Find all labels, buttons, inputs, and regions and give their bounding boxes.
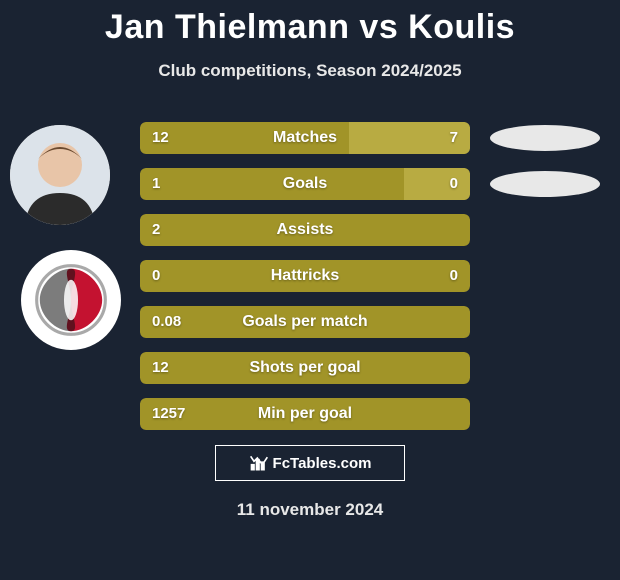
face (38, 143, 82, 187)
team-logo-icon (32, 261, 110, 339)
chart-icon (249, 453, 269, 473)
pills-column (490, 125, 600, 447)
brand-label: FcTables.com (273, 455, 372, 472)
stat-row: 00Hattricks (140, 260, 470, 292)
stat-row: 0.08Goals per match (140, 306, 470, 338)
comparison-pill (490, 125, 600, 151)
player1-avatar (10, 125, 110, 225)
stat-label: Assists (140, 214, 470, 246)
comparison-pill (490, 171, 600, 197)
stat-row: 10Goals (140, 168, 470, 200)
stat-label: Goals (140, 168, 470, 200)
stat-label: Matches (140, 122, 470, 154)
page-subtitle: Club competitions, Season 2024/2025 (0, 61, 620, 81)
avatars-column (10, 125, 121, 350)
stat-row: 2Assists (140, 214, 470, 246)
person-placeholder-icon (10, 125, 110, 225)
stat-row: 12Shots per goal (140, 352, 470, 384)
stats-column: 127Matches 10Goals 2Assists 00Hattricks 0.08… (140, 122, 470, 444)
stat-label: Goals per match (140, 306, 470, 338)
stat-label: Min per goal (140, 398, 470, 430)
brand-box[interactable]: FcTables.com (215, 445, 405, 481)
player2-avatar (21, 250, 121, 350)
stat-label: Hattricks (140, 260, 470, 292)
page-title: Jan Thielmann vs Koulis (0, 0, 620, 47)
stat-label: Shots per goal (140, 352, 470, 384)
stat-row: 127Matches (140, 122, 470, 154)
stat-row: 1257Min per goal (140, 398, 470, 430)
date-label: 11 november 2024 (0, 500, 620, 520)
